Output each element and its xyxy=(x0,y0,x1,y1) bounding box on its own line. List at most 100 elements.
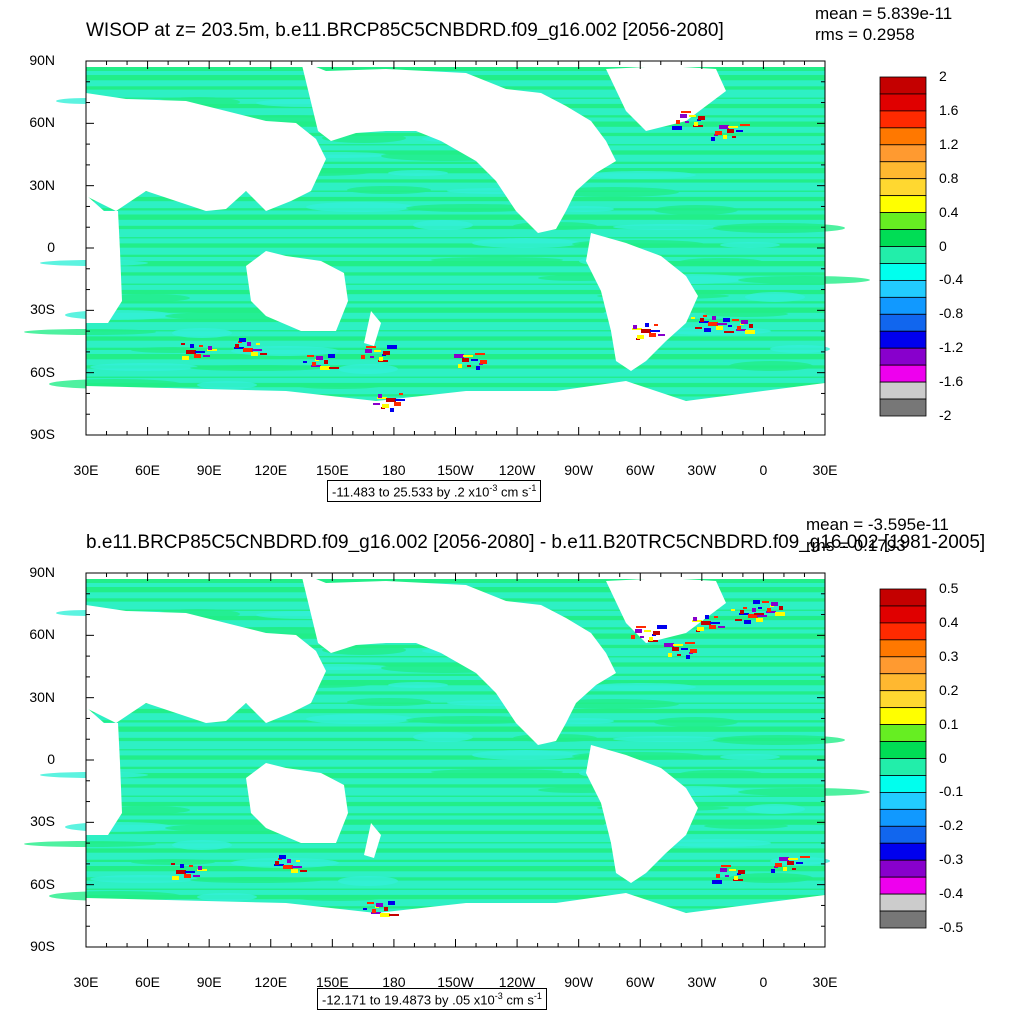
ocean-band xyxy=(86,824,825,831)
ocean-texture xyxy=(413,732,473,742)
hotspot-mark xyxy=(721,865,731,867)
axis-ticks xyxy=(85,572,826,948)
x-tick-label: 0 xyxy=(759,462,768,478)
colorbar-swatch xyxy=(879,110,927,129)
x-tick-label: 90E xyxy=(196,462,222,478)
hotspot-mark xyxy=(681,648,688,650)
colorbar-swatch xyxy=(879,263,927,281)
colorbar-tick-label: -0.1 xyxy=(939,783,964,800)
land-mass xyxy=(86,195,122,323)
x-tick-label: 150E xyxy=(315,974,349,990)
hotspot-mark xyxy=(378,394,382,398)
ocean-texture xyxy=(431,257,563,263)
hotspot-mark xyxy=(475,353,485,355)
hotspot-mark xyxy=(653,631,660,635)
ocean-texture xyxy=(190,365,322,371)
hotspot-mark xyxy=(243,348,253,352)
hotspot-mark xyxy=(291,869,298,873)
hotspot-mark xyxy=(685,121,689,123)
colorbar-swatch xyxy=(879,673,927,692)
hotspot-mark xyxy=(691,317,695,319)
colorbar-tick-label: -0.3 xyxy=(939,851,964,868)
colorbar-swatch xyxy=(879,381,927,400)
ocean-band xyxy=(86,778,825,785)
hotspot-mark xyxy=(796,862,803,864)
hotspot-mark xyxy=(372,909,376,913)
hotspot-mark xyxy=(181,343,185,345)
colorbar-swatch xyxy=(879,347,927,366)
ocean-texture xyxy=(729,361,813,371)
colorbar-tick-label: 1.6 xyxy=(939,101,959,118)
hotspot-mark xyxy=(631,635,635,639)
ocean-band xyxy=(86,210,825,215)
hotspot-mark xyxy=(681,111,691,113)
colorbar-tick-label: -0.8 xyxy=(939,305,964,322)
ocean-texture xyxy=(704,823,788,829)
hotspot-mark xyxy=(754,613,764,615)
hotspot-mark xyxy=(664,643,674,647)
map-plot xyxy=(24,572,927,948)
ocean-texture xyxy=(24,329,156,335)
ocean-texture xyxy=(131,859,215,865)
map-plot xyxy=(24,60,927,436)
land-mass xyxy=(586,745,698,883)
x-tick-label: 180 xyxy=(382,974,406,990)
hotspot-mark xyxy=(771,869,775,873)
ocean-band xyxy=(86,871,825,878)
colorbar-swatch xyxy=(879,622,927,641)
x-tick-label: 30E xyxy=(73,974,99,990)
hotspot-mark xyxy=(701,621,711,625)
ocean-band xyxy=(86,843,825,849)
land-mass xyxy=(246,251,348,331)
hotspot-mark xyxy=(741,320,748,324)
colorbar-swatch xyxy=(879,178,927,197)
ocean-band xyxy=(86,862,825,866)
hotspot-mark xyxy=(382,404,389,408)
hotspot-mark xyxy=(738,870,745,874)
colorbar-tick-label: 0 xyxy=(939,237,947,254)
hotspot-mark xyxy=(779,857,789,861)
ocean-band xyxy=(86,889,825,895)
hotspot-mark xyxy=(749,324,753,328)
y-tick-label: 0 xyxy=(47,751,55,767)
hotspot-mark xyxy=(394,402,401,406)
ocean-texture xyxy=(388,170,448,176)
hotspot-mark xyxy=(287,859,291,863)
hotspot-mark xyxy=(654,324,658,326)
range-info: -12.171 to 19.4873 by .05 x10-3 cm s-1 xyxy=(317,988,547,1011)
hotspot-mark xyxy=(182,356,189,360)
hotspot-mark xyxy=(367,902,374,904)
ocean-texture xyxy=(713,223,845,233)
x-tick-label: 180 xyxy=(382,462,406,478)
hotspot-mark xyxy=(724,331,734,333)
land-mass xyxy=(301,573,616,745)
hotspot-mark xyxy=(480,360,487,364)
ocean-band xyxy=(86,275,825,284)
hotspot-mark xyxy=(744,620,751,624)
land-mass xyxy=(606,66,726,131)
mean-label: mean = 5.839e-11 xyxy=(815,4,953,23)
ocean-band xyxy=(86,340,825,348)
ocean-band xyxy=(86,377,825,383)
colorbar-swatch xyxy=(879,690,927,709)
hotspot-mark xyxy=(252,349,262,351)
colorbar xyxy=(879,588,927,929)
hotspot-mark xyxy=(324,360,328,364)
hotspot-mark xyxy=(637,335,644,339)
hotspot-mark xyxy=(374,350,381,352)
hotspot-mark xyxy=(208,346,212,350)
ocean-band xyxy=(86,359,825,366)
hotspot-mark xyxy=(740,610,744,614)
hotspot-mark xyxy=(657,625,667,629)
hotspot-mark xyxy=(383,351,390,355)
hotspot-mark xyxy=(386,398,396,402)
hotspot-mark xyxy=(788,858,798,860)
ocean-texture xyxy=(679,770,763,778)
colorbar-swatch xyxy=(879,656,927,675)
hotspot-mark xyxy=(189,865,193,867)
ocean-texture xyxy=(172,328,232,338)
x-tick-label: 120E xyxy=(254,462,288,478)
ocean-texture xyxy=(720,242,780,248)
colorbar-swatch xyxy=(879,364,927,383)
ocean-texture xyxy=(65,822,173,832)
